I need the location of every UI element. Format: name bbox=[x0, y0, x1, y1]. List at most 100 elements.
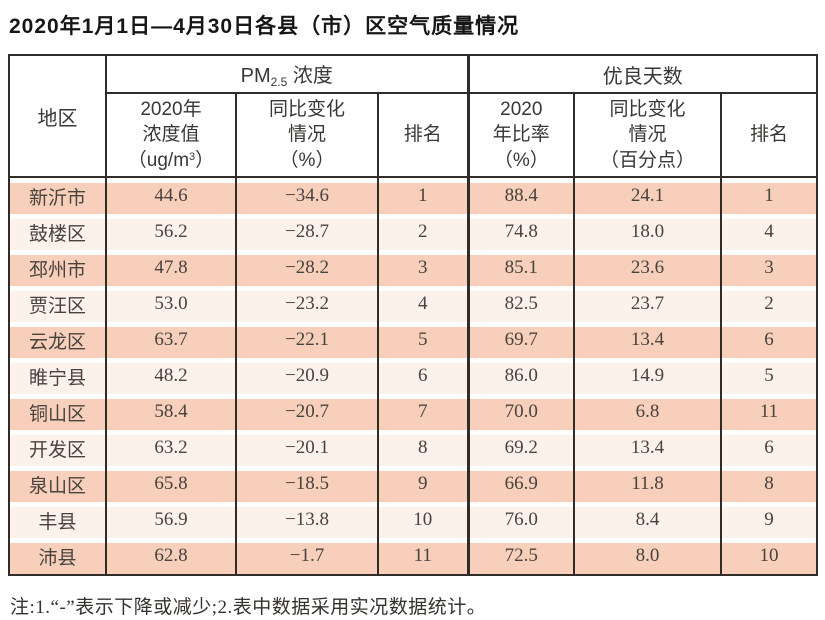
pm-rank-cell: 4 bbox=[376, 286, 469, 322]
table-row: 云龙区 63.7 −22.1 5 69.7 13.4 6 bbox=[9, 322, 818, 358]
days-rate-cell: 74.8 bbox=[466, 214, 575, 250]
pm-rank-cell: 6 bbox=[376, 358, 469, 394]
pm-value-cell: 58.4 bbox=[105, 394, 236, 430]
pm-value-cell: 56.9 bbox=[105, 502, 236, 538]
header-days-rank: 排名 bbox=[720, 93, 818, 178]
pm-rank-cell: 10 bbox=[376, 502, 469, 538]
footnote: 注:1.“-”表示下降或减少;2.表中数据采用实况数据统计。 bbox=[10, 597, 487, 618]
days-change-cell: 18.0 bbox=[573, 214, 722, 250]
days-rank-cell: 2 bbox=[720, 286, 818, 322]
region-cell: 云龙区 bbox=[9, 322, 106, 358]
pm-change-cell: −34.6 bbox=[235, 177, 378, 214]
pm-value-cell: 47.8 bbox=[105, 250, 236, 286]
region-cell: 丰县 bbox=[9, 502, 106, 538]
days-change-cell: 8.4 bbox=[573, 502, 722, 538]
days-rank-cell: 5 bbox=[720, 358, 818, 394]
days-change-cell: 13.4 bbox=[573, 322, 722, 358]
days-rank-cell: 9 bbox=[720, 502, 818, 538]
pm-rank-cell: 3 bbox=[376, 250, 469, 286]
pm-change-cell: −20.9 bbox=[235, 358, 378, 394]
pm-change-cell: −28.2 bbox=[235, 250, 378, 286]
pm-change-cell: −20.7 bbox=[235, 394, 378, 430]
pm-rank-cell: 5 bbox=[376, 322, 469, 358]
table-row: 丰县 56.9 −13.8 10 76.0 8.4 9 bbox=[9, 502, 818, 538]
pm-value-cell: 48.2 bbox=[105, 358, 236, 394]
region-cell: 开发区 bbox=[9, 430, 106, 466]
days-change-cell: 23.7 bbox=[573, 286, 722, 322]
header-days-change: 同比变化 情况 （百分点） bbox=[573, 93, 722, 178]
table-row: 睢宁县 48.2 −20.9 6 86.0 14.9 5 bbox=[9, 358, 818, 394]
days-rank-cell: 1 bbox=[720, 177, 818, 214]
pm25-label: PM2.5 浓度 bbox=[240, 65, 333, 89]
days-rate-cell: 70.0 bbox=[466, 394, 575, 430]
pm-rank-cell: 11 bbox=[376, 538, 469, 575]
table-row: 沛县 62.8 −1.7 11 72.5 8.0 10 bbox=[9, 538, 818, 575]
pm-rank-cell: 7 bbox=[376, 394, 469, 430]
region-cell: 新沂市 bbox=[9, 177, 106, 214]
days-rank-cell: 6 bbox=[720, 322, 818, 358]
region-cell: 沛县 bbox=[9, 538, 106, 575]
days-rank-cell: 10 bbox=[720, 538, 818, 575]
pm-value-cell: 65.8 bbox=[105, 466, 236, 502]
days-rank-cell: 11 bbox=[720, 394, 818, 430]
header-pm25-group: PM2.5 浓度 bbox=[104, 55, 469, 94]
days-change-cell: 6.8 bbox=[573, 394, 722, 430]
days-change-cell: 23.6 bbox=[573, 250, 722, 286]
header-pm-change: 同比变化 情况 （%） bbox=[235, 93, 378, 178]
pm-value-cell: 44.6 bbox=[105, 177, 236, 214]
pm-change-cell: −23.2 bbox=[235, 286, 378, 322]
page-title: 2020年1月1日—4月30日各县（市）区空气质量情况 bbox=[9, 15, 520, 38]
days-rate-cell: 82.5 bbox=[466, 286, 575, 322]
region-cell: 铜山区 bbox=[9, 394, 106, 430]
table-row: 开发区 63.2 −20.1 8 69.2 13.4 6 bbox=[9, 430, 818, 466]
region-cell: 贾汪区 bbox=[9, 286, 106, 322]
pm-change-cell: −18.5 bbox=[235, 466, 378, 502]
region-cell: 泉山区 bbox=[9, 466, 106, 502]
header-days-rate: 2020 年比率 （%） bbox=[466, 93, 575, 178]
pm-rank-cell: 9 bbox=[376, 466, 469, 502]
region-cell: 邳州市 bbox=[9, 250, 106, 286]
days-change-cell: 8.0 bbox=[573, 538, 722, 575]
days-change-cell: 13.4 bbox=[573, 430, 722, 466]
table-row: 鼓楼区 56.2 −28.7 2 74.8 18.0 4 bbox=[9, 214, 818, 250]
days-rate-cell: 69.2 bbox=[466, 430, 575, 466]
pm-value-cell: 56.2 bbox=[105, 214, 236, 250]
days-rate-cell: 66.9 bbox=[466, 466, 575, 502]
days-change-cell: 24.1 bbox=[573, 177, 722, 214]
pm-change-cell: −13.8 bbox=[235, 502, 378, 538]
table-row: 新沂市 44.6 −34.6 1 88.4 24.1 1 bbox=[9, 177, 818, 214]
pm-rank-cell: 2 bbox=[376, 214, 469, 250]
table-header: 地区 PM2.5 浓度 优良天数 2020年 浓度值 （ug/m3） 同比变化 … bbox=[9, 55, 818, 178]
days-rank-cell: 3 bbox=[720, 250, 818, 286]
pm-value-cell: 53.0 bbox=[105, 286, 236, 322]
pm-change-cell: −28.7 bbox=[235, 214, 378, 250]
days-rank-cell: 4 bbox=[720, 214, 818, 250]
pm-rank-cell: 8 bbox=[376, 430, 469, 466]
pm-value-cell: 63.2 bbox=[105, 430, 236, 466]
days-rank-cell: 6 bbox=[720, 430, 818, 466]
header-good-days-group: 优良天数 bbox=[466, 55, 818, 94]
header-pm-rank: 排名 bbox=[376, 93, 469, 178]
region-cell: 鼓楼区 bbox=[9, 214, 106, 250]
table-row: 贾汪区 53.0 −23.2 4 82.5 23.7 2 bbox=[9, 286, 818, 322]
table-row: 泉山区 65.8 −18.5 9 66.9 11.8 8 bbox=[9, 466, 818, 502]
region-cell: 睢宁县 bbox=[9, 358, 106, 394]
header-pm-value-unit: （ug/m3） bbox=[127, 149, 215, 171]
days-change-cell: 11.8 bbox=[573, 466, 722, 502]
pm-change-cell: −22.1 bbox=[235, 322, 378, 358]
pm-change-cell: −20.1 bbox=[235, 430, 378, 466]
days-rate-cell: 69.7 bbox=[466, 322, 575, 358]
header-pm-value: 2020年 浓度值 （ug/m3） bbox=[105, 93, 236, 178]
table-row: 铜山区 58.4 −20.7 7 70.0 6.8 11 bbox=[9, 394, 818, 430]
days-rate-cell: 85.1 bbox=[466, 250, 575, 286]
table-row: 邳州市 47.8 −28.2 3 85.1 23.6 3 bbox=[9, 250, 818, 286]
days-rate-cell: 88.4 bbox=[466, 177, 575, 214]
days-rate-cell: 86.0 bbox=[466, 358, 575, 394]
table-body: 新沂市 44.6 −34.6 1 88.4 24.1 1 鼓楼区 56.2 −28.7 2 74.8 1… bbox=[9, 177, 818, 575]
pm-change-cell: −1.7 bbox=[235, 538, 378, 575]
pm-rank-cell: 1 bbox=[376, 177, 469, 214]
days-rate-cell: 72.5 bbox=[466, 538, 575, 575]
days-rank-cell: 8 bbox=[720, 466, 818, 502]
air-quality-table: 地区 PM2.5 浓度 优良天数 2020年 浓度值 （ug/m3） 同比变化 … bbox=[8, 54, 819, 576]
